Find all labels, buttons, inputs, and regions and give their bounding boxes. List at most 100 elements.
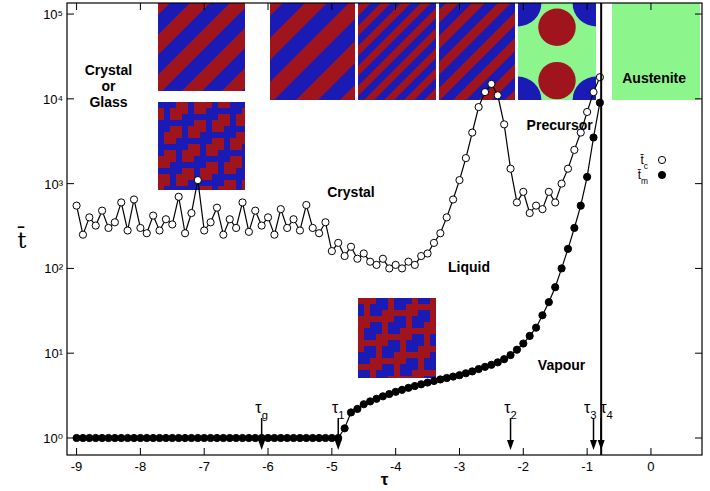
x-tick: [331, 448, 332, 455]
inset-cell: [224, 144, 231, 151]
inset-cell: [382, 328, 389, 335]
data-point: [552, 284, 559, 291]
inset-cell: [242, 168, 245, 175]
y-tick-label: 10⁰: [43, 431, 63, 446]
inset-cell: [188, 126, 195, 133]
inset-stripe: [479, 3, 515, 100]
inset-cell: [212, 162, 219, 169]
inset-cell: [164, 126, 171, 133]
inset-cell: [170, 150, 177, 157]
inset-cell: [388, 328, 395, 335]
inset-cell: [242, 174, 245, 181]
inset-cell: [194, 168, 201, 175]
inset-cell: [170, 102, 177, 109]
data-point: [430, 239, 437, 246]
data-point: [226, 216, 233, 223]
data-point: [501, 356, 508, 363]
inset-cell: [194, 150, 201, 157]
inset-cell: [200, 108, 207, 115]
inset-cell: [218, 174, 225, 181]
data-point: [92, 222, 99, 229]
inset-cell: [158, 156, 165, 163]
inset-cell: [224, 132, 231, 139]
inset-cell: [236, 144, 243, 151]
inset-cell: [388, 310, 395, 317]
inset-cell: [412, 364, 419, 371]
inset-cell: [212, 156, 219, 163]
inset-cell: [424, 298, 431, 305]
tau-label: τ1: [332, 399, 345, 421]
inset-cell: [394, 340, 401, 347]
data-point: [398, 265, 405, 272]
inset-cell: [218, 168, 225, 175]
inset-cell: [364, 346, 371, 353]
data-point: [539, 206, 546, 213]
inset-cell: [224, 114, 231, 121]
inset-cell: [224, 102, 231, 109]
tau-label: τg: [255, 399, 268, 421]
y-tick: [67, 183, 74, 184]
data-point: [501, 121, 508, 128]
x-tick: [587, 3, 588, 10]
inset-cell: [394, 316, 401, 323]
data-point: [520, 188, 527, 195]
inset-cell: [230, 138, 237, 145]
inset-cell: [382, 316, 389, 323]
inset-cell: [158, 186, 165, 190]
inset-stripes: [158, 3, 245, 91]
inset-cell: [400, 334, 407, 341]
inset-cell: [158, 150, 165, 157]
data-point: [558, 180, 565, 187]
inset-cell: [364, 328, 371, 335]
data-point: [590, 89, 597, 96]
inset-cell: [194, 108, 201, 115]
inset-cell: [424, 376, 431, 378]
inset-cell: [418, 346, 425, 353]
inset-cell: [188, 120, 195, 127]
inset-cell: [418, 316, 425, 323]
inset-cell: [242, 162, 245, 169]
inset-cell: [182, 162, 189, 169]
x-tick: [523, 3, 524, 10]
y-tick-label: 10²: [44, 261, 63, 276]
tau-arrow-head: [335, 440, 342, 450]
inset-cell: [224, 180, 231, 187]
inset-cell: [430, 352, 436, 359]
inset-cell: [358, 364, 365, 371]
inset-cell: [200, 126, 207, 133]
data-point: [347, 243, 354, 250]
y-tick: [695, 268, 702, 269]
inset-stripes: [439, 3, 515, 100]
inset-cell: [158, 138, 165, 145]
inset-cell: [164, 168, 171, 175]
x-tick: [76, 448, 77, 455]
inset-cell: [358, 304, 365, 311]
inset-cell: [158, 102, 165, 109]
x-tick-label: -1: [581, 459, 593, 474]
data-point: [354, 255, 361, 262]
inset-cell: [400, 322, 407, 329]
x-tick: [268, 3, 269, 10]
inset-cell: [406, 334, 413, 341]
annotations: CrystalorGlassCrystalLiquidVapourPrecurs…: [85, 62, 686, 373]
inset-cell: [394, 310, 401, 317]
data-point: [552, 199, 559, 206]
y-tick: [695, 98, 702, 99]
series-line: [77, 77, 600, 268]
inset-cell: [382, 322, 389, 329]
inset-cell: [430, 340, 436, 347]
inset-cell: [206, 138, 213, 145]
inset-cell: [194, 132, 201, 139]
inset-cell: [424, 328, 431, 335]
inset-cell: [400, 358, 407, 365]
inset-cell: [418, 370, 425, 377]
inset-cell: [418, 322, 425, 329]
inset-cell: [370, 298, 377, 305]
inset-cell: [176, 162, 183, 169]
y-tick-label: 10¹: [44, 346, 63, 361]
inset-cell: [212, 102, 219, 109]
inset-cell: [388, 358, 395, 365]
y-tick: [67, 98, 74, 99]
inset-cell: [364, 352, 371, 359]
inset-cell: [364, 334, 371, 341]
